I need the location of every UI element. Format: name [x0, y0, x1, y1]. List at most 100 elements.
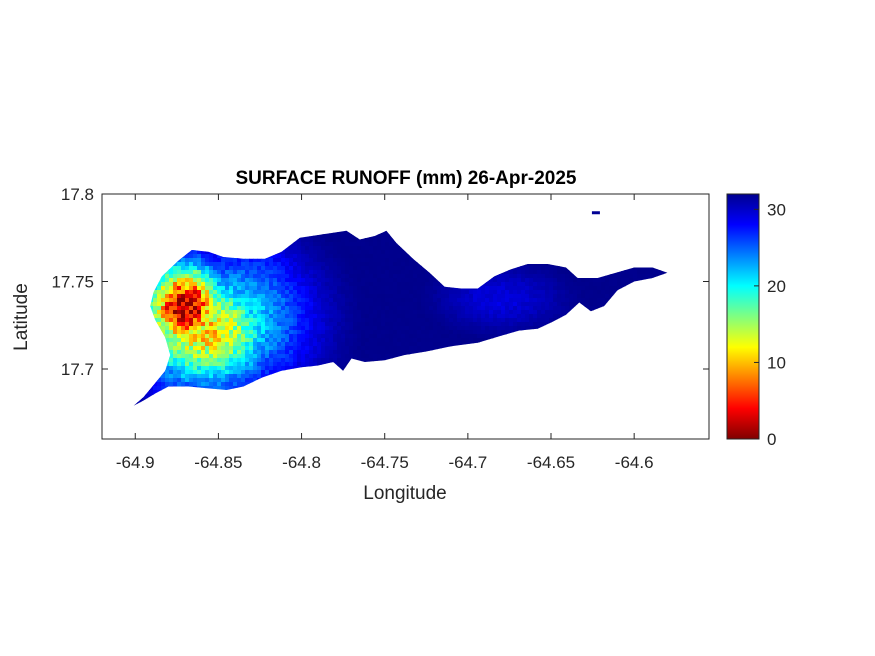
runoff-cell	[309, 342, 314, 347]
runoff-cell	[365, 342, 370, 347]
runoff-cell	[325, 338, 330, 343]
runoff-cell	[521, 290, 526, 295]
runoff-cell	[585, 286, 590, 291]
runoff-cell	[361, 286, 366, 291]
runoff-cell	[405, 350, 410, 355]
runoff-cell	[401, 322, 406, 327]
runoff-cell	[329, 282, 334, 287]
runoff-cell	[557, 286, 562, 291]
runoff-cell	[561, 298, 566, 303]
runoff-cell	[377, 310, 382, 315]
runoff-cell	[397, 314, 402, 319]
runoff-cell	[293, 326, 298, 331]
runoff-cell	[353, 318, 358, 323]
runoff-cell	[581, 298, 586, 303]
runoff-cell	[217, 258, 222, 263]
runoff-cell	[173, 306, 178, 311]
runoff-cell	[373, 246, 378, 251]
runoff-cell	[385, 262, 390, 267]
runoff-cell	[389, 262, 394, 267]
runoff-cell	[401, 262, 406, 267]
runoff-cell	[333, 314, 338, 319]
runoff-cell	[213, 254, 218, 259]
runoff-cell	[173, 346, 178, 351]
runoff-cell	[325, 270, 330, 275]
runoff-cell	[565, 286, 570, 291]
runoff-cell	[289, 266, 294, 271]
runoff-cell	[465, 338, 470, 343]
runoff-cell	[337, 310, 342, 315]
runoff-cell	[393, 318, 398, 323]
runoff-cell	[301, 358, 306, 363]
runoff-cell	[189, 310, 194, 315]
runoff-cell	[229, 354, 234, 359]
runoff-cell	[245, 278, 250, 283]
runoff-cell	[317, 270, 322, 275]
runoff-cell	[561, 266, 566, 271]
runoff-cell	[281, 266, 286, 271]
runoff-cell	[305, 358, 310, 363]
runoff-cell	[641, 274, 646, 279]
runoff-cell	[273, 274, 278, 279]
runoff-cell	[549, 270, 554, 275]
runoff-cell	[429, 326, 434, 331]
runoff-cell	[161, 378, 166, 383]
runoff-cell	[213, 322, 218, 327]
runoff-cell	[261, 286, 266, 291]
runoff-cell	[221, 366, 226, 371]
runoff-cell	[177, 310, 182, 315]
runoff-cell	[349, 234, 354, 239]
runoff-cell	[329, 290, 334, 295]
runoff-cell	[237, 330, 242, 335]
runoff-cell	[233, 366, 238, 371]
runoff-cell	[461, 322, 466, 327]
runoff-cell	[265, 354, 270, 359]
runoff-cell	[529, 290, 534, 295]
runoff-cell	[361, 318, 366, 323]
runoff-cell	[325, 306, 330, 311]
runoff-cell	[157, 310, 162, 315]
runoff-cell	[229, 358, 234, 363]
runoff-cell	[217, 374, 222, 379]
runoff-cell	[233, 290, 238, 295]
runoff-cell	[261, 350, 266, 355]
runoff-cell	[225, 262, 230, 267]
runoff-cell	[385, 306, 390, 311]
runoff-cell	[573, 274, 578, 279]
runoff-cell	[465, 322, 470, 327]
runoff-cell	[261, 366, 266, 371]
runoff-cell	[225, 286, 230, 291]
runoff-cell	[261, 302, 266, 307]
runoff-cell	[249, 350, 254, 355]
runoff-cell	[605, 294, 610, 299]
runoff-cell	[173, 314, 178, 319]
runoff-cell	[193, 342, 198, 347]
runoff-cell	[269, 306, 274, 311]
runoff-cell	[201, 254, 206, 259]
runoff-cell	[545, 266, 550, 271]
runoff-cell	[393, 346, 398, 351]
runoff-cell	[485, 322, 490, 327]
runoff-cell	[365, 254, 370, 259]
runoff-cell	[169, 338, 174, 343]
runoff-cell	[181, 358, 186, 363]
runoff-cell	[385, 318, 390, 323]
runoff-cell	[493, 334, 498, 339]
runoff-cell	[177, 278, 182, 283]
runoff-cell	[337, 350, 342, 355]
runoff-cell	[521, 306, 526, 311]
runoff-cell	[365, 326, 370, 331]
runoff-cell	[493, 302, 498, 307]
runoff-cell	[313, 274, 318, 279]
runoff-cell	[189, 378, 194, 383]
runoff-cell	[501, 330, 506, 335]
runoff-cell	[397, 290, 402, 295]
runoff-cell	[241, 378, 246, 383]
runoff-cell	[373, 294, 378, 299]
runoff-cell	[413, 306, 418, 311]
runoff-cell	[301, 362, 306, 367]
runoff-cell	[357, 342, 362, 347]
runoff-cell	[377, 294, 382, 299]
runoff-cell	[361, 254, 366, 259]
runoff-cell	[369, 290, 374, 295]
